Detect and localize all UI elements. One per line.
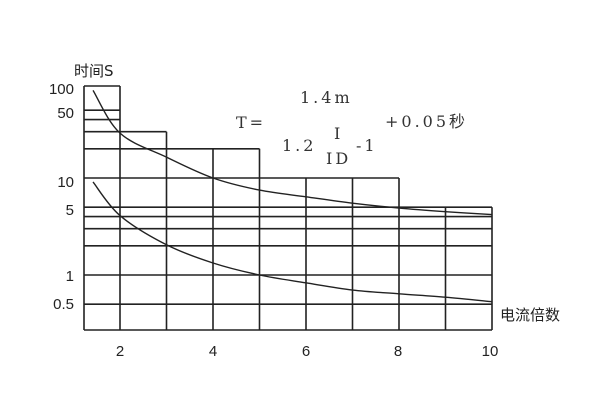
formula-suffix: +0.05秒 — [385, 112, 468, 131]
x-tick-label: 10 — [482, 343, 499, 360]
formula-numerator: 1.4m — [300, 88, 353, 107]
formula-lhs: T= — [236, 113, 266, 132]
y-tick-label: 0.5 — [53, 296, 74, 313]
x-tick-label: 2 — [116, 343, 124, 360]
formula: T= 1.4m 1.2 I ID -1 +0.05秒 — [236, 88, 468, 168]
y-tick-label: 5 — [66, 202, 74, 219]
y-tick-label: 50 — [57, 105, 74, 122]
x-tick-label: 6 — [302, 343, 310, 360]
formula-den-coef: 1.2 — [282, 136, 316, 155]
formula-frac-den: ID — [326, 149, 351, 168]
formula-den-minus: -1 — [356, 136, 378, 155]
upper-time-curve — [92, 90, 493, 216]
lower-time-curve — [92, 181, 493, 303]
x-tick-label: 4 — [209, 343, 217, 360]
y-axis-label: 时间S — [74, 62, 114, 80]
curves — [92, 90, 493, 303]
y-tick-label: 10 — [57, 174, 74, 191]
grid — [83, 85, 493, 331]
x-axis-label: 电流倍数 — [500, 306, 560, 324]
y-tick-label: 1 — [66, 268, 74, 285]
x-tick-label: 8 — [394, 343, 402, 360]
y-tick-label: 100 — [49, 81, 74, 98]
formula-frac-num: I — [334, 124, 343, 143]
